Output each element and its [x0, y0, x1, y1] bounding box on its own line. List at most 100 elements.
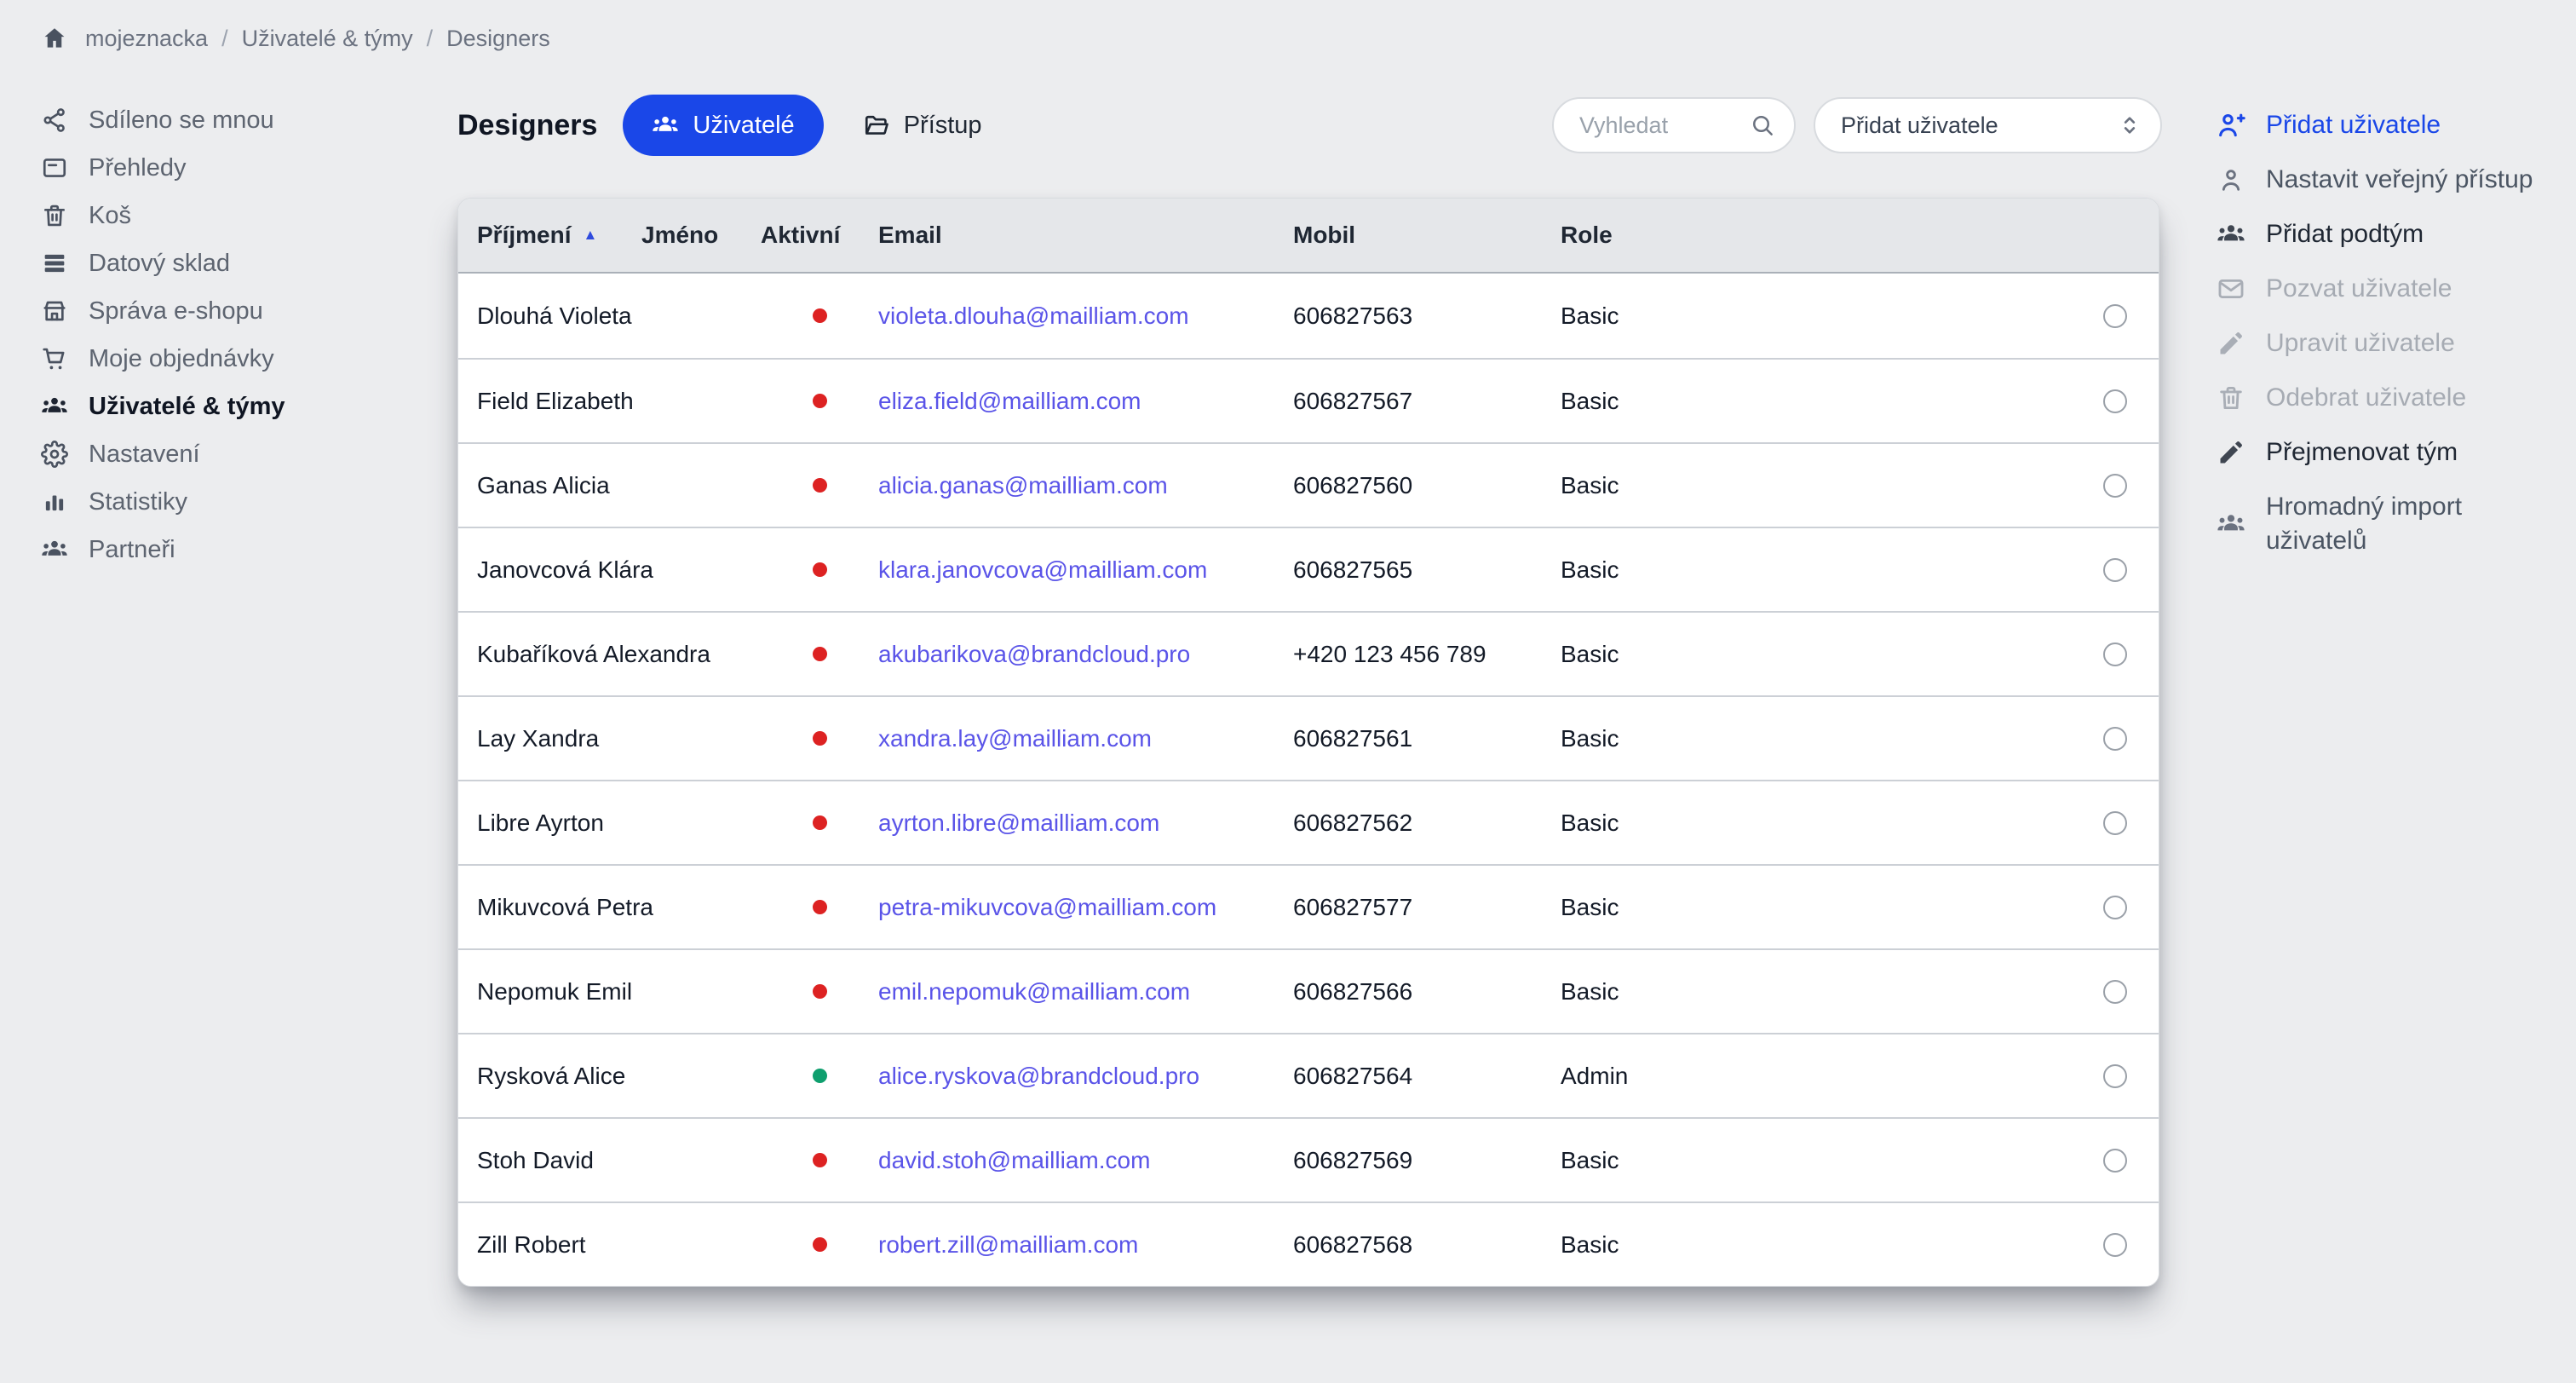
breadcrumb-item-mojeznacka[interactable]: mojeznacka	[85, 26, 208, 52]
main-content: Designers UživateléPřístup Přidat uživat…	[434, 77, 2162, 1287]
table-row[interactable]: Lay Xandraxandra.lay@mailliam.com6068275…	[458, 695, 2159, 780]
email-link[interactable]: david.stoh@mailliam.com	[878, 1147, 1150, 1173]
table-row[interactable]: Rysková Alicealice.ryskova@brandcloud.pr…	[458, 1033, 2159, 1117]
email-link[interactable]: alicia.ganas@mailliam.com	[878, 472, 1168, 498]
email-link[interactable]: xandra.lay@mailliam.com	[878, 725, 1152, 752]
column-header-email[interactable]: Email	[878, 222, 1293, 249]
row-radio[interactable]	[2103, 643, 2127, 666]
search-input[interactable]	[1578, 112, 1750, 140]
sidebar-item-kos[interactable]: Koš	[0, 192, 434, 239]
mobile-number: 606827569	[1293, 1147, 1561, 1174]
table-row[interactable]: Ganas Aliciaalicia.ganas@mailliam.com606…	[458, 442, 2159, 527]
tab-label: Přístup	[904, 112, 982, 140]
left-sidebar: Sdíleno se mnouPřehledy Koš Datový skladSp…	[0, 77, 434, 573]
column-header-role[interactable]: Role	[1561, 222, 2071, 249]
table-row[interactable]: Kubaříková Alexandraakubarikova@brandclo…	[458, 611, 2159, 695]
action-odebrat-uzivatele: Odebrat uživatele	[2217, 381, 2550, 415]
action-pridat-podtym[interactable]: Přidat podtým	[2217, 217, 2550, 251]
email-link[interactable]: akubarikova@brandcloud.pro	[878, 641, 1190, 667]
cart-icon	[41, 345, 68, 372]
email-link[interactable]: klara.janovcova@mailliam.com	[878, 556, 1207, 583]
breadcrumb-item-designers[interactable]: Designers	[446, 26, 550, 52]
sidebar-item-sdileno-se-mnou[interactable]: Sdíleno se mnou	[0, 96, 434, 144]
row-radio[interactable]	[2103, 1233, 2127, 1257]
add-user-select[interactable]: Přidat uživatele	[1814, 97, 2162, 153]
sidebar-item-statistiky[interactable]: Statistiky	[0, 478, 434, 526]
email-link[interactable]: alice.ryskova@brandcloud.pro	[878, 1063, 1199, 1089]
sidebar-item-sprava-e-shopu[interactable]: Správa e-shopu	[0, 287, 434, 335]
active-cell	[761, 562, 878, 577]
row-radio[interactable]	[2103, 896, 2127, 919]
sidebar-item-label: Partneři	[89, 536, 175, 564]
row-radio[interactable]	[2103, 304, 2127, 328]
view-tabs: Uživatelé Přístup	[623, 95, 981, 156]
column-header-aktivni[interactable]: Aktivní	[761, 222, 878, 249]
status-dot	[813, 647, 827, 661]
action-nastavit-verejny-pristup[interactable]: Nastavit veřejný přístup	[2217, 163, 2550, 197]
email-link[interactable]: ayrton.libre@mailliam.com	[878, 810, 1159, 836]
user-name: Field Elizabeth	[458, 388, 761, 415]
sidebar-item-prehledy[interactable]: Přehledy	[0, 144, 434, 192]
row-radio[interactable]	[2103, 727, 2127, 751]
email-link[interactable]: robert.zill@mailliam.com	[878, 1231, 1138, 1258]
table-header-row: Příjmení▲JménoAktivníEmailMobilRole	[458, 199, 2159, 274]
active-cell	[761, 984, 878, 999]
sidebar-item-datovy-sklad[interactable]: Datový sklad	[0, 239, 434, 287]
breadcrumb-item-uzivatele-tymy[interactable]: Uživatelé & týmy	[242, 26, 413, 52]
email-link[interactable]: violeta.dlouha@mailliam.com	[878, 303, 1189, 329]
overview-icon	[41, 154, 68, 182]
column-header-prijmeni[interactable]: Příjmení▲	[458, 222, 641, 249]
action-label: Přejmenovat tým	[2266, 435, 2458, 470]
table-row[interactable]: Libre Ayrtonayrton.libre@mailliam.com606…	[458, 780, 2159, 864]
email-link[interactable]: emil.nepomuk@mailliam.com	[878, 978, 1190, 1005]
row-radio[interactable]	[2103, 1149, 2127, 1173]
user-role: Basic	[1561, 303, 2071, 330]
table-row[interactable]: Field Elizabetheliza.field@mailliam.com6…	[458, 358, 2159, 442]
users-icon	[652, 112, 679, 139]
sidebar-item-uzivatele-tymy[interactable]: Uživatelé & týmy	[0, 383, 434, 430]
sidebar-item-nastaveni[interactable]: Nastavení	[0, 430, 434, 478]
action-pridat-uzivatele[interactable]: Přidat uživatele	[2217, 108, 2550, 142]
user-role: Basic	[1561, 472, 2071, 499]
table-row[interactable]: Nepomuk Emilemil.nepomuk@mailliam.com606…	[458, 948, 2159, 1033]
email-link[interactable]: petra-mikuvcova@mailliam.com	[878, 894, 1216, 920]
action-hromadny-import-uzivatelu[interactable]: Hromadný import uživatelů	[2217, 490, 2550, 558]
row-radio[interactable]	[2103, 389, 2127, 413]
tab-uzivatele[interactable]: Uživatelé	[623, 95, 823, 156]
active-cell	[761, 478, 878, 493]
pencil-icon	[2217, 329, 2245, 358]
breadcrumb-items: mojeznacka/Uživatelé & týmy/Designers	[85, 26, 550, 52]
breadcrumb: mojeznacka/Uživatelé & týmy/Designers	[0, 0, 2576, 77]
table-row[interactable]: Zill Robertrobert.zill@mailliam.com60682…	[458, 1201, 2159, 1286]
action-label: Upravit uživatele	[2266, 326, 2455, 360]
row-radio[interactable]	[2103, 474, 2127, 498]
column-header-jmeno[interactable]: Jméno	[641, 222, 761, 249]
table-row[interactable]: Dlouhá Violetavioleta.dlouha@mailliam.co…	[458, 274, 2159, 358]
active-cell	[761, 308, 878, 323]
column-header-mobil[interactable]: Mobil	[1293, 222, 1561, 249]
row-radio[interactable]	[2103, 811, 2127, 835]
chevron-up-down-icon	[2116, 112, 2143, 139]
tab-pristup[interactable]: Přístup	[863, 112, 982, 140]
column-label: Role	[1561, 222, 1613, 249]
sidebar-item-partneri[interactable]: Partneři	[0, 526, 434, 573]
mobile-number: 606827577	[1293, 894, 1561, 921]
table-row[interactable]: Mikuvcová Petrapetra-mikuvcova@mailliam.…	[458, 864, 2159, 948]
home-icon[interactable]	[41, 25, 68, 52]
status-dot	[813, 478, 827, 493]
import-users-icon	[2217, 510, 2245, 539]
status-dot	[813, 984, 827, 999]
row-radio[interactable]	[2103, 558, 2127, 582]
active-cell	[761, 900, 878, 914]
sidebar-item-label: Koš	[89, 202, 131, 230]
table-row[interactable]: Stoh Daviddavid.stoh@mailliam.com6068275…	[458, 1117, 2159, 1201]
row-radio[interactable]	[2103, 1064, 2127, 1088]
action-prejmenovat-tym[interactable]: Přejmenovat tým	[2217, 435, 2550, 470]
status-dot	[813, 815, 827, 830]
table-row[interactable]: Janovcová Kláraklara.janovcova@mailliam.…	[458, 527, 2159, 611]
email-link[interactable]: eliza.field@mailliam.com	[878, 388, 1141, 414]
share-icon	[41, 107, 68, 134]
sidebar-item-moje-objednavky[interactable]: Moje objednávky	[0, 335, 434, 383]
status-dot	[813, 394, 827, 408]
row-radio[interactable]	[2103, 980, 2127, 1004]
